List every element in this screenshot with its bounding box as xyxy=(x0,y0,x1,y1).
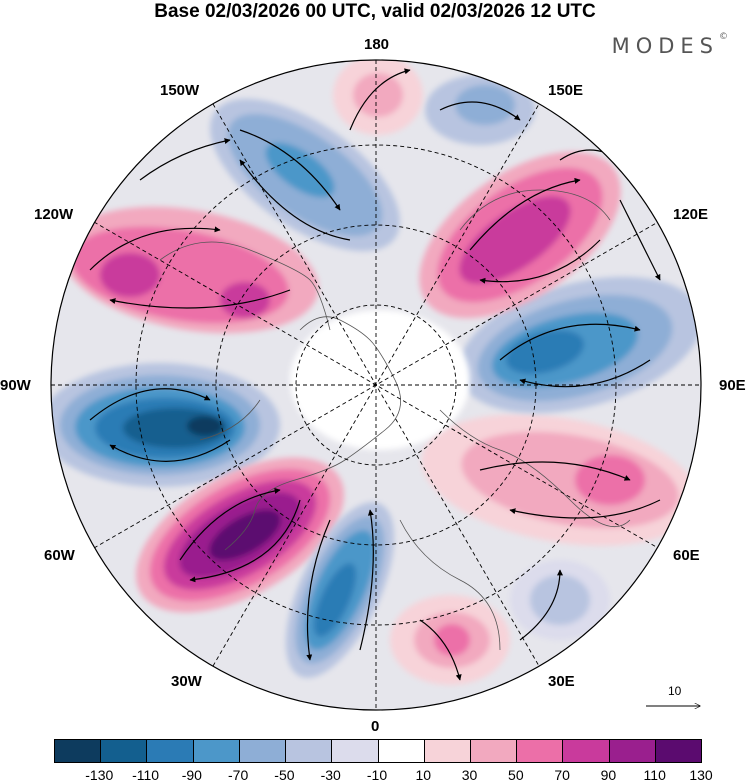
colorbar-swatch xyxy=(147,740,194,762)
colorbar-swatch xyxy=(286,740,333,762)
colorbar-swatch xyxy=(193,740,240,762)
colorbar-swatch xyxy=(517,740,564,762)
lon-label-0: 0 xyxy=(371,718,380,735)
colorbar-tick-label: -110 xyxy=(132,767,160,783)
colorbar-swatch xyxy=(101,740,148,762)
colorbar-swatch xyxy=(470,740,518,762)
colorbar-tick-label: -130 xyxy=(85,767,114,783)
graticule xyxy=(51,60,701,710)
colorbar-tick-label: 50 xyxy=(508,767,524,783)
colorbar-tick-label: -70 xyxy=(228,767,249,783)
vector-scale-arrow xyxy=(646,680,710,720)
anomaly-center xyxy=(333,60,423,135)
lon-label-30w: 30W xyxy=(171,673,202,690)
colorbar-tick-label: -50 xyxy=(274,767,295,783)
colorbar-tick-label: -30 xyxy=(320,767,341,783)
vector-scale-value: 10 xyxy=(668,684,682,698)
coastlines xyxy=(159,189,631,651)
colorbar-swatch xyxy=(563,740,610,762)
anomaly-center xyxy=(51,363,280,487)
anomaly-center xyxy=(390,595,510,685)
lon-label-60w: 60W xyxy=(44,547,75,564)
colorbar-swatch xyxy=(424,740,471,762)
wind-streamlines xyxy=(89,68,661,681)
lon-label-30e: 30E xyxy=(548,673,575,690)
lon-label-90w: 90W xyxy=(0,377,31,394)
colorbar-swatch xyxy=(378,740,425,762)
map-title: Base 02/03/2026 00 UTC, valid 02/03/2026… xyxy=(154,1,596,22)
colorbar-swatch xyxy=(55,740,102,762)
colorbar-tick-label: 90 xyxy=(600,767,617,783)
anomaly-center xyxy=(425,75,535,145)
colorbar-tick-label: -90 xyxy=(181,767,202,783)
colorbar-tick-label: 110 xyxy=(643,767,666,783)
colorbar-tick-label: 70 xyxy=(554,767,570,783)
colorbar-swatch xyxy=(332,740,379,762)
lon-label-90e: 90E xyxy=(719,377,746,394)
colorbar-swatch xyxy=(655,740,702,762)
lon-label-60e: 60E xyxy=(673,547,700,564)
anomaly-center xyxy=(421,414,699,546)
colorbar-tick-label: -10 xyxy=(366,767,388,783)
lon-label-150w: 150W xyxy=(160,82,200,99)
map-border xyxy=(50,59,702,711)
field-layer xyxy=(51,60,701,710)
anomaly-center xyxy=(510,560,610,640)
colorbar-tick-label: 10 xyxy=(415,767,432,783)
colorbar xyxy=(54,739,702,763)
brand-mark: © xyxy=(719,32,728,42)
anomaly-center xyxy=(61,206,319,334)
colorbar-tick-label: 130 xyxy=(689,767,713,783)
modes-brand: MODES© xyxy=(611,32,728,58)
anomaly-center xyxy=(285,502,395,678)
lon-label-120e: 120E xyxy=(673,206,709,223)
anomaly-center xyxy=(135,457,345,613)
brand-name: MODES xyxy=(611,34,719,58)
colorbar-tick-label: 30 xyxy=(461,767,478,783)
anomaly-center xyxy=(458,276,701,414)
lon-label-150e: 150E xyxy=(548,82,584,99)
lon-label-120w: 120W xyxy=(34,206,74,223)
colorbar-swatch xyxy=(239,740,287,762)
colorbar-swatch xyxy=(609,740,656,762)
lon-label-180: 180 xyxy=(364,36,390,53)
